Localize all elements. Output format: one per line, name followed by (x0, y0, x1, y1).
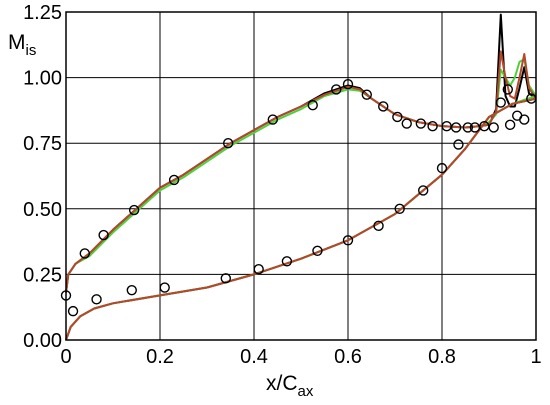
x-tick-label: 0.6 (334, 346, 362, 368)
data-point (427, 120, 438, 132)
y-ticks: 0.00 0.25 0.50 0.75 1.00 1.25 (23, 2, 62, 352)
data-point (331, 84, 342, 95)
data-point (450, 122, 462, 133)
data-point (361, 89, 372, 100)
series-line-upper (65, 13, 537, 293)
data-point (307, 99, 318, 111)
data-point (342, 235, 354, 246)
data-point (519, 114, 530, 125)
x-tick-label: 1 (530, 346, 541, 368)
data-point (267, 114, 278, 125)
data-point (504, 119, 516, 131)
x-tick-label: 0 (60, 346, 71, 368)
data-point (392, 111, 403, 123)
series-line-lower (65, 97, 537, 341)
data-point (394, 203, 405, 215)
data-point (126, 284, 138, 296)
y-tick-label: 0.50 (23, 199, 62, 221)
y-axis-label-main: M (8, 31, 26, 54)
data-point (220, 273, 232, 284)
y-tick-label: 1.25 (23, 2, 62, 24)
y-tick-label: 0.00 (23, 330, 62, 352)
data-point (91, 294, 102, 305)
data-point (312, 245, 323, 256)
data-point (462, 122, 474, 133)
data-point (98, 229, 109, 241)
data-point (159, 282, 170, 293)
y-tick-label: 0.75 (23, 133, 62, 155)
x-tick-label: 0.8 (428, 346, 456, 368)
data-point (222, 137, 234, 149)
data-point (488, 122, 499, 133)
plot-frame (65, 11, 537, 341)
data-point (168, 174, 180, 186)
series-line-lower (65, 97, 537, 341)
y-tick-label: 0.25 (23, 264, 62, 286)
x-tick-label: 0.2 (146, 346, 174, 368)
x-axis-label: x/Cax (266, 372, 314, 400)
data-point (495, 97, 506, 108)
data-point (502, 84, 513, 95)
data-point (401, 118, 412, 129)
y-axis-label-sub: is (26, 42, 37, 59)
data-point (453, 139, 464, 150)
data-point (418, 185, 429, 196)
data-point (342, 78, 354, 90)
series-line-lower (65, 95, 537, 341)
data-point (415, 118, 427, 129)
data-point (67, 305, 79, 317)
data-point (378, 101, 389, 112)
y-tick-label: 1.00 (23, 68, 62, 90)
y-axis-label: Mis (8, 31, 36, 59)
data-point (373, 220, 384, 232)
series-layer (65, 13, 537, 341)
series-line-upper (65, 50, 537, 293)
marker-layer (60, 78, 537, 317)
data-point (253, 263, 264, 275)
x-axis-label-sub: ax (298, 383, 314, 400)
data-point (281, 256, 293, 267)
data-point (79, 248, 91, 259)
x-ticks: 0 0.2 0.4 0.6 0.8 1 (60, 346, 541, 368)
data-point (128, 204, 140, 216)
data-point (436, 162, 448, 174)
x-axis-label-main: x/C (266, 372, 298, 395)
x-tick-label: 0.4 (240, 346, 268, 368)
